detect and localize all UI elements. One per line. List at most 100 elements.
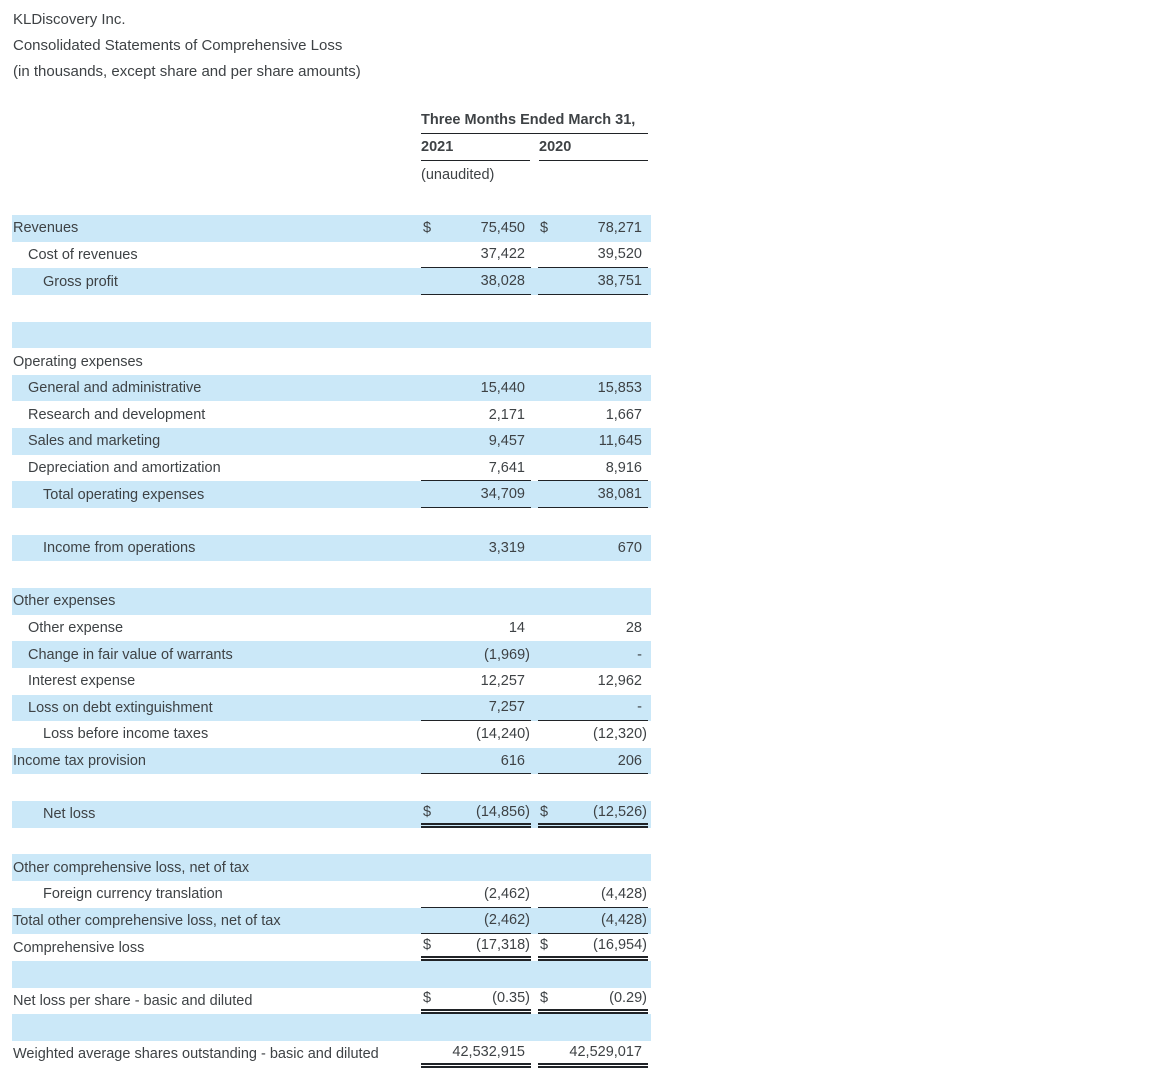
value-2020: 12,962: [538, 668, 648, 695]
table-row: [12, 561, 651, 588]
value-2021: [421, 561, 531, 588]
column-gap: [531, 961, 538, 988]
value-2021: [421, 854, 531, 881]
table-row: Research and development 2,171 1,667: [12, 401, 651, 428]
dollar-sign: $: [423, 220, 432, 237]
amount-2020: 11,645: [598, 433, 642, 450]
dollar-sign: $: [540, 937, 549, 954]
row-label: General and administrative: [28, 380, 202, 397]
value-2020: (4,428): [538, 881, 648, 908]
value-2021: 42,532,915: [421, 1041, 531, 1068]
value-2021: 9,457: [421, 428, 531, 455]
dollar-sign: $: [540, 990, 549, 1007]
dollar-sign: $: [423, 803, 432, 820]
value-2020: 8,916: [538, 455, 648, 482]
row-label: [12, 561, 421, 588]
value-2020: 38,081: [538, 481, 648, 509]
value-2021: (2,462): [421, 881, 531, 908]
statement-table: Revenues $75,450 $78,271 Cost of revenue…: [12, 215, 651, 1068]
value-2021: 14: [421, 615, 531, 642]
amount-2021: (17,318): [475, 937, 530, 954]
table-row: [12, 508, 651, 535]
value-2021: (1,969): [421, 641, 531, 668]
amount-2021: 2,171: [488, 406, 525, 423]
column-gap: [531, 615, 538, 642]
value-2020: [538, 322, 648, 349]
table-row: Loss before income taxes (14,240) (12,32…: [12, 721, 651, 748]
row-label: Depreciation and amortization: [28, 460, 221, 477]
amount-2020: (12,320): [592, 726, 647, 743]
column-gap: [531, 668, 538, 695]
amount-2020: (0.29): [609, 990, 647, 1007]
table-row: Total operating expenses 34,709 38,081: [12, 481, 651, 509]
amount-2021: 616: [500, 752, 525, 769]
value-2021: [421, 774, 531, 801]
row-label: Total other comprehensive loss, net of t…: [13, 912, 281, 929]
column-gap: [531, 721, 538, 748]
table-row: Other expense 14 28: [12, 615, 651, 642]
value-2020: -: [538, 641, 648, 668]
statement-title: Consolidated Statements of Comprehensive…: [13, 37, 343, 54]
dollar-sign: $: [423, 937, 432, 954]
row-label: Total operating expenses: [43, 486, 205, 503]
amount-2021: (1,969): [484, 646, 530, 663]
amount-2021: 42,532,915: [452, 1043, 525, 1060]
value-2020: [538, 828, 648, 855]
value-2020: 42,529,017: [538, 1041, 648, 1068]
row-label: Comprehensive loss: [13, 939, 145, 956]
value-2021: $75,450: [421, 215, 531, 242]
value-2020: $78,271: [538, 215, 648, 242]
amount-2020: 670: [617, 540, 642, 556]
amount-2020: 1,667: [605, 406, 642, 423]
column-gap: [531, 748, 538, 775]
amount-2020: (4,428): [601, 885, 647, 902]
value-2020: $ (0.29): [538, 988, 648, 1015]
value-2020: 1,667: [538, 401, 648, 428]
row-label: Research and development: [28, 406, 206, 423]
value-2020: [538, 854, 648, 881]
column-gap: [531, 641, 538, 668]
document-header: KLDiscovery Inc. Consolidated Statements…: [13, 7, 361, 85]
value-2020: 15,853: [538, 375, 648, 402]
value-2020: [538, 348, 648, 375]
column-gap: [531, 801, 538, 828]
table-row: Sales and marketing 9,457 11,645: [12, 428, 651, 455]
row-label: Cost of revenues: [28, 246, 138, 263]
row-label: Other expenses: [13, 593, 116, 610]
column-gap: [531, 455, 538, 482]
row-label: Foreign currency translation: [43, 886, 223, 903]
row-label: Loss before income taxes: [43, 726, 209, 743]
column-gap: [531, 215, 538, 242]
row-label: Weighted average shares outstanding - ba…: [13, 1046, 379, 1063]
value-2020: [538, 561, 648, 588]
amount-2021: 37,422: [480, 246, 525, 263]
table-row: [12, 295, 651, 322]
value-2020: [538, 295, 648, 322]
value-2020: [538, 961, 648, 988]
table-row: Operating expenses: [12, 348, 651, 375]
value-2020: 28: [538, 615, 648, 642]
column-gap: [531, 588, 538, 615]
value-2020: [538, 774, 648, 801]
row-label: [12, 295, 421, 322]
value-2021: [421, 961, 531, 988]
column-gap: [531, 774, 538, 801]
amount-2021: 14: [508, 619, 525, 636]
column-gap: [531, 242, 538, 269]
amount-2021: (2,462): [484, 912, 530, 929]
dollar-sign: $: [423, 990, 432, 1007]
row-label: [12, 508, 421, 535]
value-2021: 38,028: [421, 268, 531, 295]
unaudited-note: (unaudited): [421, 167, 495, 183]
row-label: Net loss per share - basic and diluted: [13, 992, 253, 1009]
table-row: [12, 828, 651, 855]
value-2021: [421, 322, 531, 349]
row-label: Loss on debt extinguishment: [28, 699, 213, 716]
column-gap: [531, 268, 538, 295]
table-row: Cost of revenues 37,422 39,520: [12, 242, 651, 269]
amount-2021: 34,709: [480, 486, 525, 503]
row-label: Other comprehensive loss, net of tax: [13, 859, 250, 876]
value-2021: [421, 588, 531, 615]
table-row: Gross profit 38,028 38,751: [12, 268, 651, 295]
value-2020: $ (16,954): [538, 934, 648, 961]
